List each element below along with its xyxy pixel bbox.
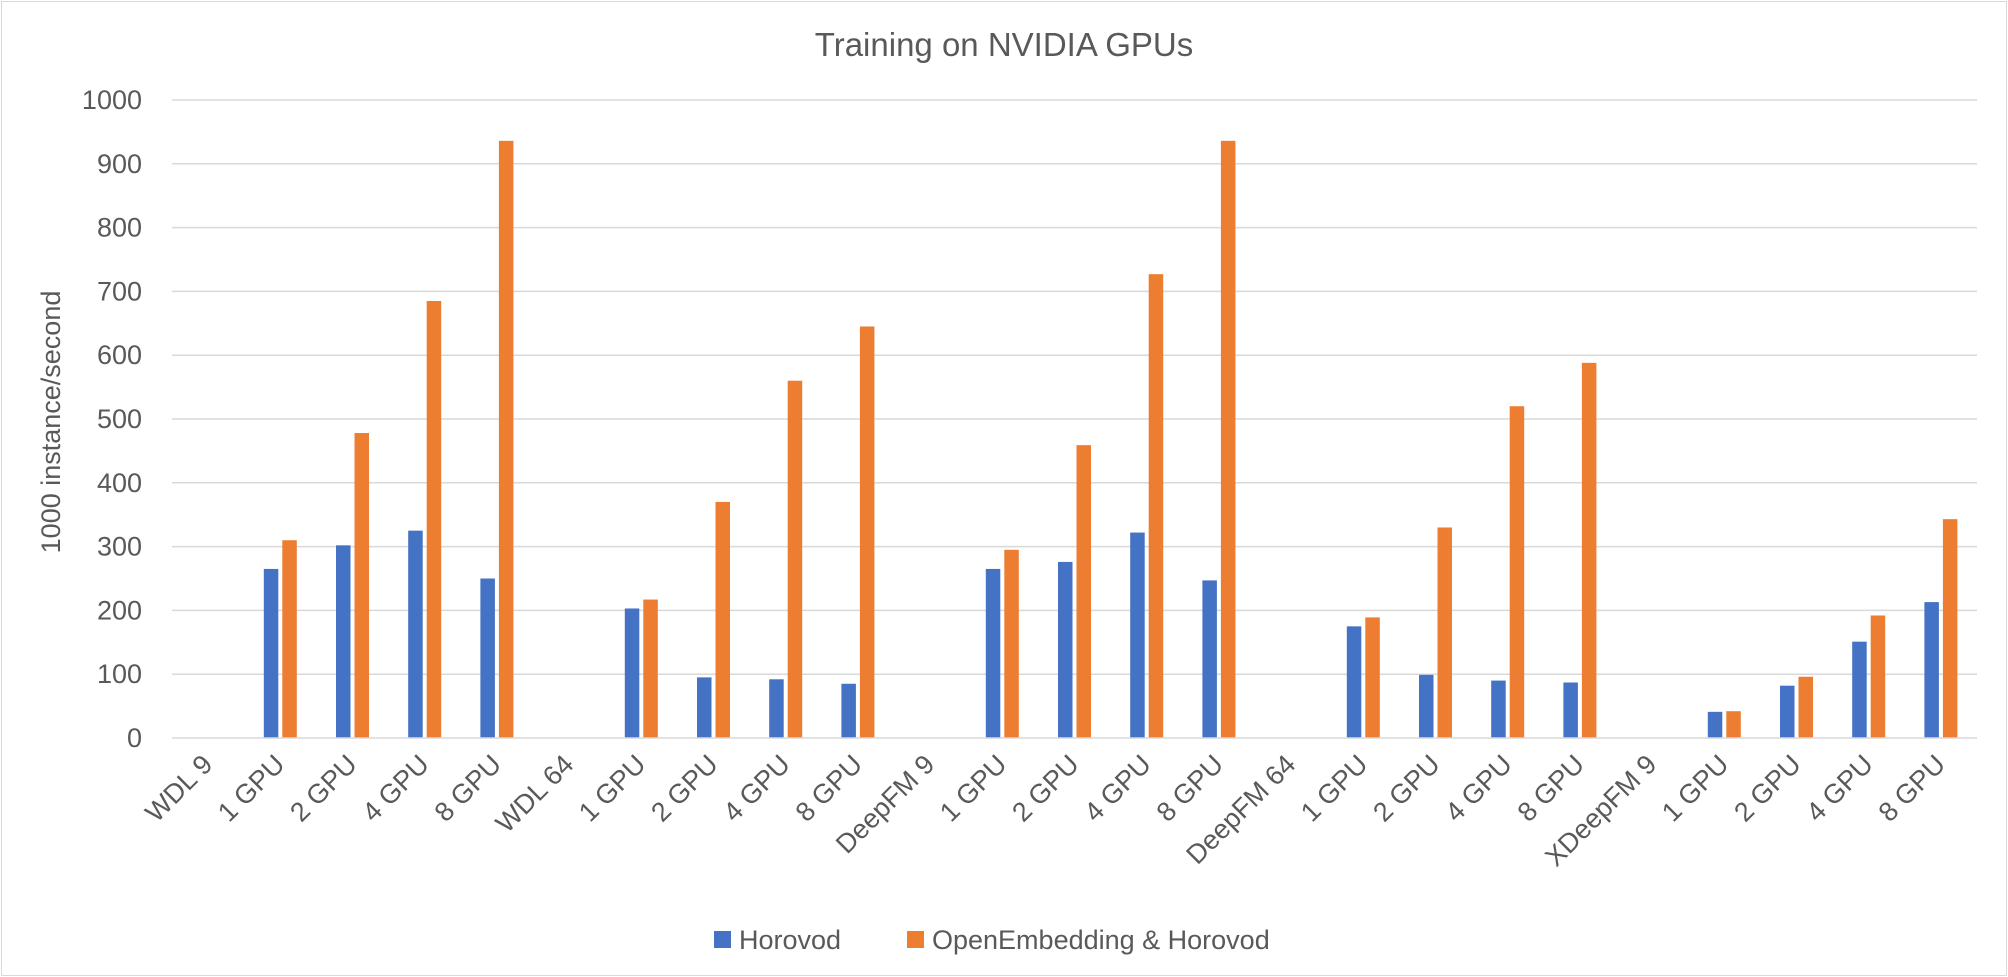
y-tick-label: 0 [127,723,142,753]
x-tick-label: 1 GPU [934,749,1013,828]
bar-horovod [769,679,784,738]
y-tick-label: 100 [97,659,142,689]
bar-openembedding-horovod [1509,406,1525,738]
bar-horovod [1058,561,1073,738]
bar-openembedding-horovod [1004,549,1019,738]
y-tick-label: 1000 [82,85,142,115]
bar-openembedding-horovod [859,326,875,738]
bar-openembedding-horovod [643,599,658,738]
x-tick-label: WDL 64 [490,749,579,838]
x-tick-label: 2 GPU [284,749,363,828]
bar-horovod [697,677,712,738]
bar-horovod [1130,532,1145,738]
bar-openembedding-horovod [1437,527,1452,738]
bar-horovod [1419,674,1434,738]
x-tick-label: 2 GPU [1006,749,1085,828]
bar-openembedding-horovod [1798,676,1813,738]
bar-openembedding-horovod [354,433,369,738]
x-tick-label: 4 GPU [717,749,796,828]
y-tick-label: 600 [97,340,142,370]
bar-openembedding-horovod [1148,274,1164,738]
x-tick-label: 4 GPU [1078,749,1157,828]
bar-openembedding-horovod [715,501,730,738]
x-tick-label: 8 GPU [1873,749,1952,828]
legend: Horovod OpenEmbedding & Horovod [714,925,1270,955]
x-tick-label: 4 GPU [1439,749,1518,828]
bar-openembedding-horovod [498,140,514,738]
y-tick-label: 200 [97,595,142,625]
y-tick-label: 800 [97,213,142,243]
bar-horovod [1563,682,1578,738]
x-tick-label: 2 GPU [1728,749,1807,828]
x-tick-label: 4 GPU [1800,749,1879,828]
chart-title: Training on NVIDIA GPUs [815,26,1193,63]
bar-horovod [1780,685,1795,738]
y-tick-label: 300 [97,532,142,562]
y-axis-ticks: 0 100 200 300 400 500 600 700 800 900 1000 [82,85,142,753]
gridlines [172,99,1977,675]
bar-horovod [1924,602,1939,738]
y-axis-label: 1000 instance/second [36,291,66,554]
bar-horovod [624,608,640,738]
x-tick-label: WDL 9 [139,749,218,828]
bar-horovod [985,568,1001,738]
x-tick-label: 1 GPU [1295,749,1374,828]
legend-label: Horovod [739,925,841,955]
y-tick-label: 700 [97,276,142,306]
legend-item-horovod: Horovod [714,925,841,955]
bar-horovod [1852,641,1867,738]
x-tick-label: 2 GPU [1367,749,1446,828]
bar-horovod [480,578,495,738]
bar-openembedding-horovod [426,300,442,738]
legend-item-openembedding-horovod: OpenEmbedding & Horovod [907,925,1270,955]
y-tick-label: 400 [97,468,142,498]
y-tick-label: 500 [97,404,142,434]
bar-horovod [336,545,351,738]
x-tick-label: 1 GPU [573,749,652,828]
bar-horovod [1707,711,1723,738]
bar-openembedding-horovod [1220,140,1236,738]
bar-openembedding-horovod [1942,519,1958,738]
bar-horovod [263,568,279,738]
bar-horovod [841,683,856,738]
bar-openembedding-horovod [282,540,297,738]
bar-horovod [1346,626,1362,738]
bars [263,140,1958,738]
legend-swatch [907,931,924,948]
bar-openembedding-horovod [1581,362,1597,738]
bar-openembedding-horovod [1076,445,1091,738]
x-tick-label: 2 GPU [645,749,724,828]
bar-openembedding-horovod [1726,711,1741,738]
bar-horovod [1202,580,1217,738]
x-tick-label: 1 GPU [1656,749,1735,828]
bar-openembedding-horovod [1870,615,1886,738]
bar-horovod [408,530,423,738]
legend-label: OpenEmbedding & Horovod [932,925,1270,955]
legend-swatch [714,931,731,948]
x-tick-label: 4 GPU [356,749,435,828]
bar-horovod [1491,680,1506,738]
bar-openembedding-horovod [1365,617,1380,738]
x-tick-label: 1 GPU [212,749,291,828]
y-tick-label: 900 [97,149,142,179]
bar-openembedding-horovod [787,380,803,738]
